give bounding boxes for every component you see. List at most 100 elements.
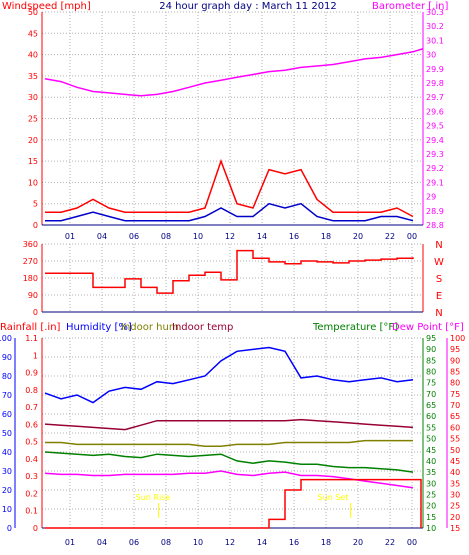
y-tick-label-temperature-11: 65 [426,401,436,410]
y-tick-label-windspeed-3: 15 [28,157,38,166]
y-tick-label-temperature-2: 20 [426,502,436,511]
y-tick-label-temperature-6: 40 [426,457,436,466]
x-tick-label-wind-5: 12 [225,232,235,241]
barometer-axis-title: Barometer [.in] [372,1,448,12]
x-tick-label-wind-7: 16 [289,232,299,241]
legend-indoor-hum: Indoor hum [121,322,179,333]
y-tick-label-temperature-12: 70 [426,390,436,399]
x-tick-label-wind-6: 14 [257,232,267,241]
y-tick-label-temperature-17: 95 [426,334,436,343]
y-tick-label-barometer-1: 28.9 [426,207,444,216]
y-tick-label-barometer-4: 29.2 [426,164,444,173]
y-tick-label-dewpoint-1: 20 [450,513,460,522]
y-tick-label-dewpoint-13: 80 [450,379,460,388]
y-tick-label-barometer-12: 30 [426,51,436,60]
y-tick-label-temperature-7: 45 [426,446,436,455]
windspeed-axis-title: Windspeed [mph] [2,1,91,12]
compass-label-0: N [435,240,442,251]
y-tick-label-dewpoint-0: 15 [450,524,460,533]
y-tick-label-temperature-1: 15 [426,513,436,522]
x-tick-label-climate-11: 00 [407,538,417,547]
y-tick-label-rainfall-2: 0.2 [25,489,38,498]
y-tick-label-dewpoint-5: 40 [450,468,460,477]
y-tick-label-rainfall-3: 0.3 [25,472,38,481]
y-tick-label-rainfall-4: 0.4 [25,455,38,464]
y-tick-label-windspeed-1: 5 [33,200,38,209]
y-tick-label-direction-2: 180 [23,274,38,283]
y-tick-label-humidity-10: 100 [0,334,12,343]
y-tick-label-temperature-4: 30 [426,479,436,488]
x-tick-label-climate-0: 01 [65,538,75,547]
legend-rainfall: Rainfall [.in] [0,322,61,333]
y-tick-label-dewpoint-3: 30 [450,490,460,499]
chart-title: 24 hour graph day : March 11 2012 [159,1,337,12]
y-tick-label-humidity-4: 40 [2,448,12,457]
x-tick-label-wind-0: 01 [65,232,75,241]
y-tick-label-barometer-13: 30.1 [426,36,444,45]
y-tick-label-barometer-9: 29.7 [426,93,444,102]
y-tick-label-dewpoint-12: 75 [450,390,460,399]
y-tick-label-temperature-13: 75 [426,379,436,388]
y-tick-label-rainfall-1: 0.1 [25,507,38,516]
y-tick-label-barometer-11: 29.9 [426,65,444,74]
annotation-sun-rise: Sun Rise [136,493,171,502]
y-tick-label-barometer-6: 29.4 [426,136,444,145]
annotation-sun-set: Sun Set [318,493,349,502]
x-tick-label-wind-3: 08 [161,232,171,241]
compass-label-3: E [436,291,442,302]
y-tick-label-barometer-7: 29.5 [426,122,444,131]
series-barometer [44,48,423,97]
y-tick-label-temperature-15: 85 [426,356,436,365]
x-tick-label-wind-1: 04 [97,232,107,241]
y-tick-label-barometer-10: 29.8 [426,79,444,88]
y-tick-label-barometer-2: 29 [426,193,436,202]
x-tick-label-wind-2: 06 [129,232,139,241]
y-tick-label-temperature-14: 80 [426,368,436,377]
y-tick-label-temperature-9: 55 [426,423,436,432]
y-tick-label-rainfall-8: 0.8 [25,386,38,395]
y-tick-label-windspeed-4: 20 [28,136,38,145]
series-indoor-hum [45,439,413,448]
y-tick-label-rainfall-6: 0.6 [25,420,38,429]
y-tick-label-barometer-8: 29.6 [426,107,444,116]
x-tick-label-wind-11: 00 [407,232,417,241]
x-tick-label-wind-10: 22 [385,232,395,241]
x-tick-label-climate-9: 20 [353,538,363,547]
y-tick-label-humidity-0: 0 [7,524,12,533]
y-tick-label-windspeed-10: 50 [28,8,38,17]
compass-label-4: N [435,308,442,319]
y-tick-label-dewpoint-15: 90 [450,356,460,365]
y-tick-label-dewpoint-6: 45 [450,457,460,466]
y-tick-label-windspeed-2: 10 [28,178,38,187]
x-tick-label-climate-3: 08 [161,538,171,547]
y-tick-label-temperature-8: 50 [426,435,436,444]
y-tick-label-rainfall-10: 1 [33,351,38,360]
x-tick-label-climate-4: 10 [193,538,203,547]
y-tick-label-temperature-16: 90 [426,345,436,354]
y-tick-label-direction-3: 270 [23,257,38,266]
y-tick-label-dewpoint-16: 95 [450,345,460,354]
series-rainfall-in- [45,478,422,529]
y-tick-label-dewpoint-8: 55 [450,435,460,444]
y-tick-label-windspeed-6: 30 [28,93,38,102]
y-tick-label-windspeed-0: 0 [33,221,38,230]
y-tick-label-temperature-5: 35 [426,468,436,477]
y-tick-label-humidity-6: 60 [2,410,12,419]
y-tick-label-dewpoint-10: 65 [450,412,460,421]
legend-indoor-temp: Indoor temp [172,322,233,333]
y-tick-label-humidity-8: 80 [2,372,12,381]
y-tick-label-rainfall-11: 1.1 [25,334,38,343]
y-tick-label-windspeed-7: 35 [28,72,38,81]
y-tick-label-dewpoint-9: 60 [450,423,460,432]
y-tick-label-barometer-14: 30.2 [426,22,444,31]
x-tick-label-climate-2: 06 [129,538,139,547]
y-tick-label-barometer-0: 28.8 [426,221,444,230]
y-tick-label-rainfall-0: 0 [33,524,38,533]
series-indoor-temp [44,418,414,431]
y-tick-label-temperature-10: 60 [426,412,436,421]
y-tick-label-humidity-3: 30 [2,467,12,476]
y-tick-label-direction-0: 0 [33,308,38,317]
y-tick-label-temperature-3: 25 [426,490,436,499]
x-tick-label-climate-8: 18 [321,538,331,547]
y-tick-label-windspeed-9: 45 [28,29,38,38]
